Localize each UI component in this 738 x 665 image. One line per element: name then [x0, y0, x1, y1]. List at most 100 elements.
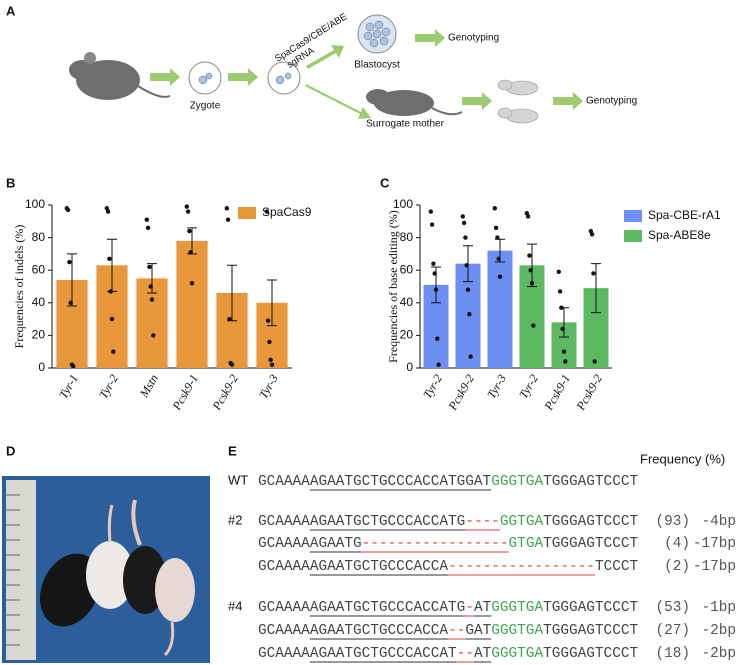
legend-swatch: [624, 210, 642, 222]
change: -2bp: [701, 646, 736, 662]
data-point: [267, 339, 272, 345]
data-point: [185, 209, 191, 214]
data-point: [495, 235, 500, 240]
sequence-segment: GCAAAA: [258, 536, 310, 552]
surrogate-mouse: [366, 89, 463, 116]
data-point: [525, 214, 531, 219]
data-point: [151, 333, 156, 338]
data-point: [105, 209, 111, 214]
sequence-segment: -----------------: [362, 536, 509, 552]
data-point: [492, 206, 497, 211]
sequence-segment: TCCCT: [595, 559, 639, 575]
data-point: [563, 359, 568, 364]
charts: 0 20 40 60 80 100 Frequencies of indels (%) Tyr…: [12, 197, 721, 413]
data-point: [68, 300, 73, 305]
data-point: [264, 209, 269, 214]
x-tick-label: Tyr-3: [484, 372, 509, 401]
y-tick-label: 60: [32, 262, 46, 276]
y-tick-label: 0: [38, 360, 45, 374]
sequence-segment: -: [465, 600, 474, 616]
data-point: [464, 263, 469, 268]
sequence-segment: AGAATGCTGCCCACCAT: [310, 646, 457, 662]
data-point: [529, 281, 535, 286]
sequence-segment: AGAATG: [310, 536, 362, 552]
sequence-segment: GCAAAA: [258, 514, 310, 530]
sequence-segment: AGAATGCTGCCCACCATG: [310, 514, 465, 530]
change: -2bp: [701, 623, 736, 639]
data-point: [71, 364, 76, 369]
data-point: [148, 284, 153, 289]
legend-label: SpaCas9: [262, 205, 312, 219]
data-point: [109, 316, 115, 322]
mouse: [69, 52, 171, 100]
panel-label: C: [380, 175, 390, 190]
data-point: [429, 222, 435, 227]
frequency: (93): [655, 514, 690, 530]
bar: [176, 240, 208, 368]
y-tick-label: 40: [400, 295, 414, 309]
data-point: [431, 261, 436, 266]
label: Zygote: [190, 101, 221, 112]
data-point: [65, 207, 71, 213]
data-point: [188, 250, 193, 255]
x-tick-label: Pcsk9-2: [573, 372, 605, 413]
sequence-segment: --: [448, 623, 465, 639]
label: Blastocyst: [354, 60, 400, 71]
data-point: [189, 281, 195, 286]
legend-swatch: [238, 207, 256, 219]
data-point: [111, 349, 116, 354]
data-point: [467, 312, 472, 317]
data-point: [436, 362, 441, 367]
x-tick-label: Pcsk9-1: [169, 372, 201, 413]
data-point: [268, 357, 273, 363]
data-point: [561, 349, 567, 354]
sequence-segment: TGGGAGTCCCT: [543, 600, 638, 616]
y-tick-label: 100: [25, 197, 45, 211]
data-point: [559, 305, 564, 310]
data-point: [460, 214, 465, 219]
x-tick-label: Tyr-1: [56, 372, 81, 401]
legend-label: Spa-ABE8e: [648, 228, 711, 242]
data-point: [556, 269, 561, 275]
photo: [2, 476, 210, 663]
data-point: [463, 235, 468, 240]
sequence-segment: ----: [465, 514, 500, 530]
y-axis-label: Frequencies of indels (%): [12, 225, 26, 349]
column-header: Frequency (%): [640, 451, 725, 466]
data-point: [560, 326, 565, 332]
change: -1bp: [701, 600, 736, 616]
data-point: [144, 217, 149, 222]
arrows: [150, 29, 583, 119]
group-label: WT: [228, 472, 248, 487]
data-point: [528, 268, 533, 273]
data-point: [527, 253, 532, 258]
sequence-segment: GAT: [465, 623, 491, 639]
data-point: [592, 359, 597, 364]
change: -17bp: [693, 559, 736, 575]
change: -4bp: [701, 514, 736, 530]
sequence-segment: TGGGAGTCCCT: [543, 514, 638, 530]
data-point: [468, 354, 473, 359]
data-point: [265, 318, 271, 323]
error-bar: [67, 253, 77, 307]
panel-label: A: [6, 3, 16, 18]
x-tick-label: Tyr-2: [420, 372, 445, 401]
data-point: [531, 323, 536, 328]
data-point: [269, 362, 275, 367]
sequence-segment: GCAAAA: [258, 474, 310, 490]
y-tick-label: 100: [393, 197, 413, 211]
data-point: [433, 287, 439, 292]
sequence-segment: AGAATGCTGCCCACCATGGAT: [310, 474, 492, 490]
data-point: [107, 256, 112, 261]
data-point: [461, 220, 467, 226]
y-tick-label: 60: [400, 262, 414, 276]
panel-label: B: [6, 175, 15, 190]
sequence-segment: AT: [474, 600, 492, 616]
sequence-segment: AGAATGCTGCCCACCATG: [310, 600, 465, 616]
sequence-segment: GGGTGA: [491, 474, 543, 490]
data-point: [229, 362, 235, 367]
x-tick-label: Pcsk9-2: [209, 372, 241, 413]
data-point: [147, 264, 152, 270]
x-tick-label: Mstn: [136, 372, 161, 401]
